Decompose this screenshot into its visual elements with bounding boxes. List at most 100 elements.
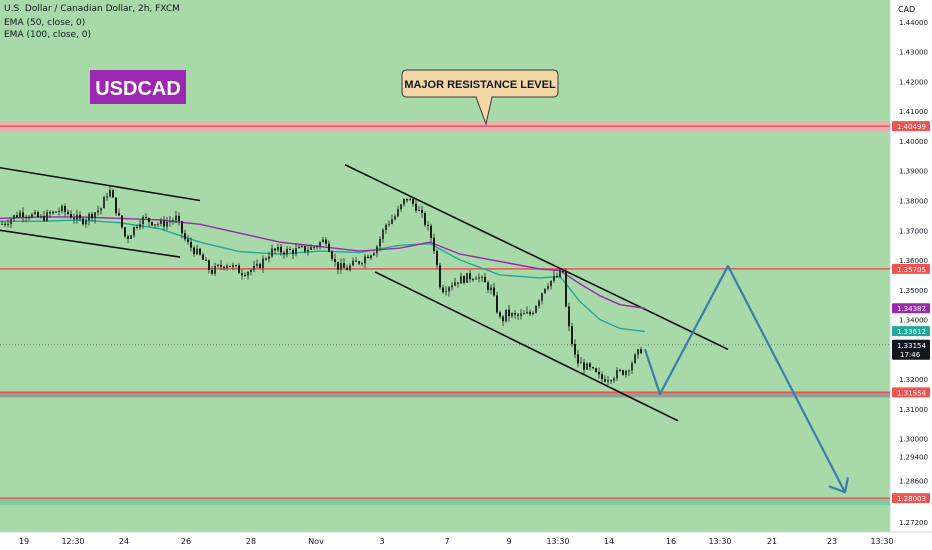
time-tick-label: 12:30 (61, 537, 84, 546)
candle-body (367, 256, 369, 259)
candle-body (523, 313, 525, 315)
candle-body (160, 220, 162, 224)
candle-body (232, 265, 234, 267)
candle-body (277, 246, 279, 251)
candle-body (151, 222, 153, 226)
candle-body (106, 196, 108, 198)
candle-body (349, 265, 351, 271)
time-axis-background (0, 532, 932, 550)
projection-arrow-head (828, 485, 846, 494)
currency-label: CAD (898, 5, 915, 14)
candle-body (115, 197, 117, 214)
candle-body (637, 349, 639, 355)
candle-body (4, 223, 6, 225)
callout-text: MAJOR RESISTANCE LEVEL (404, 79, 556, 91)
candle-body (280, 246, 282, 253)
candle-body (526, 311, 528, 314)
candle-body (67, 211, 69, 215)
price-tick-label: 1.40000 (899, 138, 928, 146)
candle-body (94, 212, 96, 219)
candle-body (70, 214, 72, 218)
candle-body (85, 220, 87, 225)
candle-body (505, 309, 507, 322)
candle-body (241, 273, 243, 276)
candle-body (589, 363, 591, 368)
candle-body (82, 218, 84, 225)
candle-body (625, 371, 627, 375)
price-tick-label: 1.42000 (899, 78, 928, 86)
candle-body (133, 226, 135, 236)
candle-body (145, 216, 147, 218)
candle-body (55, 211, 57, 213)
candle-body (418, 210, 420, 212)
price-tick-label: 1.35000 (899, 287, 928, 295)
candle-body (19, 212, 21, 218)
candle-body (268, 256, 270, 260)
candle-body (571, 326, 573, 345)
time-tick-label: 28 (246, 537, 256, 546)
price-tick-label: 1.29400 (899, 454, 928, 462)
candle-body (604, 379, 606, 382)
time-tick-label: 24 (119, 537, 129, 546)
candle-body (142, 216, 144, 225)
candle-body (619, 370, 621, 372)
candle-body (271, 248, 273, 257)
candle-body (451, 285, 453, 288)
candle-body (130, 235, 132, 239)
candle-body (562, 270, 564, 273)
candle-body (136, 226, 138, 228)
candle-body (499, 312, 501, 317)
trendline-left-upper (0, 166, 201, 202)
symbol-badge-text: USDCAD (95, 78, 181, 100)
candle-body (52, 211, 54, 214)
indicator-ema50[interactable]: EMA (50, close, 0) (4, 18, 86, 28)
candle-body (628, 370, 630, 372)
candle-body (556, 276, 558, 278)
time-tick-label: 13:30 (546, 537, 569, 546)
candle-body (433, 237, 435, 252)
candle-body (319, 242, 321, 247)
candle-body (592, 367, 594, 369)
candle-body (334, 258, 336, 262)
candle-body (175, 215, 177, 221)
candle-body (250, 270, 252, 272)
candle-body (235, 265, 237, 267)
candle-body (97, 210, 99, 213)
candle-body (553, 276, 555, 281)
candle-body (313, 246, 315, 248)
price-tick-label: 1.39000 (899, 168, 928, 176)
candle-body (73, 217, 75, 220)
candle-body (325, 239, 327, 244)
candle-body (631, 363, 633, 371)
candle-body (475, 278, 477, 280)
candle-body (79, 214, 81, 219)
candle-body (178, 215, 180, 222)
candle-body (547, 286, 549, 289)
price-tick-label: 1.27200 (899, 519, 928, 527)
candle-body (481, 276, 483, 278)
price-tick-label: 1.34000 (899, 317, 928, 325)
candle-body (118, 213, 120, 216)
candle-body (25, 217, 27, 219)
candle-body (391, 219, 393, 224)
candle-body (121, 215, 123, 228)
indicator-ema100[interactable]: EMA (100, close, 0) (4, 30, 92, 40)
candle-body (403, 198, 405, 205)
candle-body (346, 267, 348, 271)
candle-body (10, 219, 12, 224)
price-label-text: 1.34382 (897, 305, 926, 313)
candle-body (124, 227, 126, 237)
candle-body (622, 370, 624, 375)
candle-body (439, 265, 441, 288)
candle-body (34, 212, 36, 215)
candle-body (382, 229, 384, 239)
candle-body (265, 258, 267, 260)
candle-body (100, 208, 102, 211)
candle-body (493, 287, 495, 296)
candle-body (613, 378, 615, 381)
candle-body (328, 243, 330, 252)
time-axis: 19 12:30 24 26 28 Nov 3 7 9 13:30 14 16 13:30 21 23 13:… (19, 537, 894, 546)
candle-body (517, 314, 519, 316)
price-labels: 1.40499 1.35705 1.34382 1.33612 1.3315417:46… (892, 121, 930, 504)
